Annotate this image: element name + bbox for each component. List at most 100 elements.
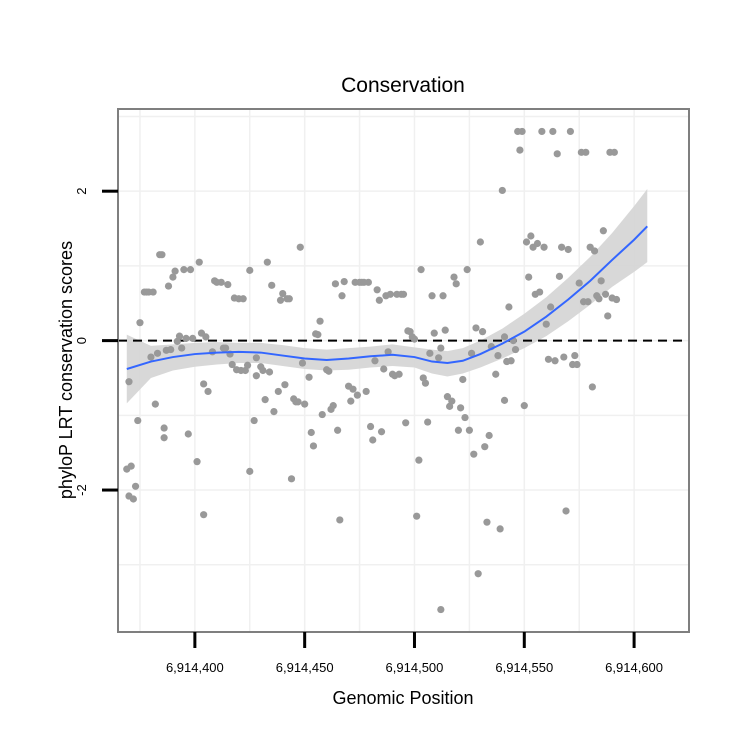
data-point [246, 467, 254, 475]
data-point [500, 333, 509, 341]
data-point [182, 334, 190, 342]
data-point [500, 396, 509, 404]
data-point [443, 393, 452, 401]
data-point [164, 282, 173, 290]
data-point [465, 426, 473, 434]
plot-panel [117, 108, 690, 633]
data-point [571, 351, 579, 360]
data-point [476, 238, 484, 246]
data-point [410, 335, 419, 343]
data-point [287, 475, 296, 483]
data-point [353, 391, 361, 399]
data-point [463, 266, 471, 274]
panel-border [117, 108, 690, 633]
data-point [189, 334, 197, 342]
data-point [424, 418, 432, 426]
data-point [536, 288, 544, 296]
data-point [540, 243, 548, 251]
data-point [417, 266, 425, 274]
data-point [318, 410, 326, 419]
data-point [478, 328, 487, 336]
data-point [483, 518, 491, 526]
data-point [296, 243, 304, 251]
data-point [441, 326, 449, 334]
data-point [338, 292, 346, 300]
data-point [399, 290, 408, 298]
data-point [200, 380, 208, 388]
data-point [301, 400, 309, 408]
data-point [525, 273, 533, 281]
data-point [129, 495, 137, 503]
data-point [171, 267, 179, 275]
data-point [268, 281, 276, 289]
data-point [542, 320, 550, 328]
data-point [601, 290, 610, 298]
data-point [160, 434, 168, 442]
data-point [131, 482, 140, 490]
data-point [263, 258, 271, 266]
data-point [547, 303, 555, 311]
data-point [496, 525, 504, 533]
data-point [125, 378, 133, 386]
data-point [274, 387, 282, 396]
data-point [595, 295, 603, 303]
data-point [395, 370, 403, 378]
data-point [428, 292, 436, 300]
data-point [276, 296, 285, 304]
data-point [285, 295, 293, 303]
data-point [180, 266, 188, 274]
x-tick-label: 6,914,450 [276, 660, 334, 675]
data-point [334, 426, 342, 434]
x-tick-label: 6,914,500 [386, 660, 444, 675]
x-tick-label: 6,914,400 [166, 660, 224, 675]
data-point [243, 361, 252, 369]
data-point [461, 413, 469, 422]
data-point [582, 148, 590, 156]
data-point [270, 407, 278, 416]
data-points [123, 127, 621, 614]
data-point [316, 317, 324, 325]
y-axis: -2 0 2 [74, 188, 118, 496]
x-tick-label: 6,914,550 [495, 660, 553, 675]
data-point [153, 349, 162, 357]
data-point [325, 367, 333, 375]
data-point [402, 419, 410, 427]
data-point [533, 239, 542, 248]
data-point [136, 319, 144, 327]
data-point [294, 398, 302, 406]
y-tick-label: 2 [74, 188, 89, 195]
data-point [511, 345, 520, 354]
data-point [435, 354, 443, 362]
data-point [147, 353, 155, 361]
data-point [415, 456, 423, 464]
data-point [371, 357, 379, 365]
data-point [160, 424, 168, 432]
data-point [222, 344, 230, 352]
data-point [314, 331, 322, 339]
data-point [265, 368, 274, 376]
data-point [364, 278, 372, 286]
data-point [470, 450, 478, 458]
data-point [217, 278, 225, 286]
data-point [259, 366, 267, 375]
data-point [610, 148, 618, 156]
x-axis: 6,914,400 6,914,450 6,914,500 6,914,550 6,91… [166, 632, 663, 675]
data-point [307, 428, 315, 437]
data-point [366, 422, 375, 431]
data-point [349, 385, 357, 393]
data-point [573, 360, 581, 369]
data-point [452, 280, 460, 288]
data-point [430, 329, 438, 337]
data-point [184, 430, 192, 438]
data-point [472, 324, 480, 332]
data-point [459, 375, 467, 384]
smooth-line-group [126, 225, 648, 370]
data-point [169, 273, 177, 281]
data-point [597, 277, 605, 285]
data-point [329, 402, 337, 410]
data-point [331, 280, 340, 288]
data-point [336, 516, 344, 524]
data-point [538, 127, 546, 136]
data-point [281, 381, 289, 389]
